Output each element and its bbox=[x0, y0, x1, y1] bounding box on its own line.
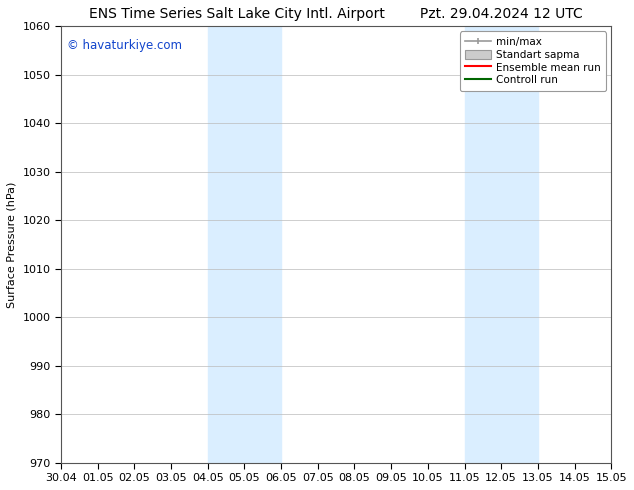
Bar bbox=[208, 26, 281, 463]
Text: © havaturkiye.com: © havaturkiye.com bbox=[67, 39, 181, 52]
Y-axis label: Surface Pressure (hPa): Surface Pressure (hPa) bbox=[7, 181, 17, 308]
Legend: min/max, Standart sapma, Ensemble mean run, Controll run: min/max, Standart sapma, Ensemble mean r… bbox=[460, 31, 606, 91]
Bar bbox=[465, 26, 538, 463]
Title: ENS Time Series Salt Lake City Intl. Airport        Pzt. 29.04.2024 12 UTC: ENS Time Series Salt Lake City Intl. Air… bbox=[89, 7, 583, 21]
